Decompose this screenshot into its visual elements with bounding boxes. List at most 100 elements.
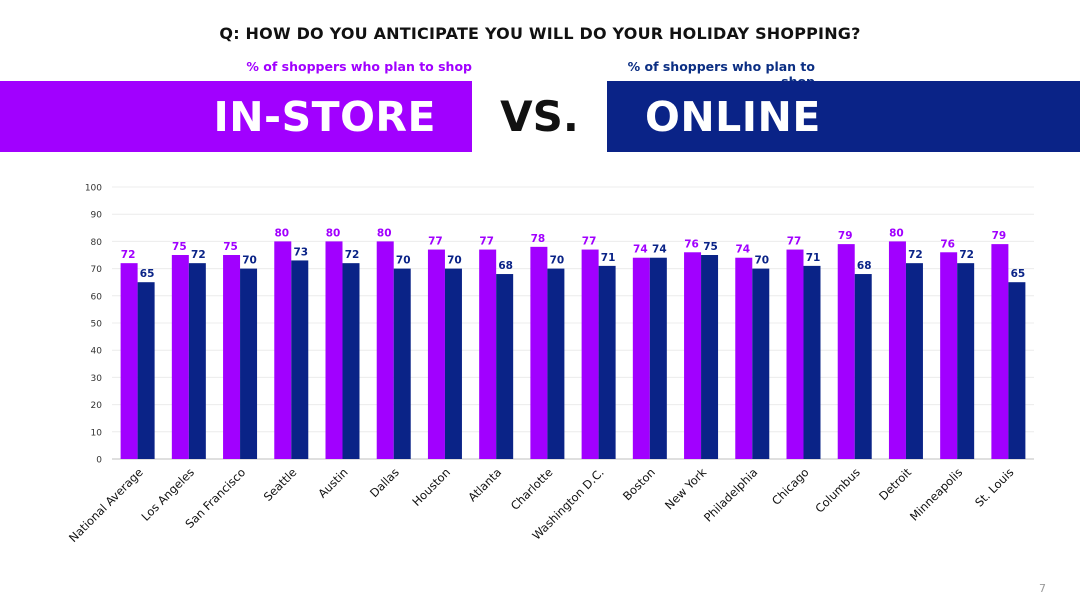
in-store-bar bbox=[223, 255, 241, 459]
online-bar bbox=[240, 268, 258, 459]
in-store-value-label: 76 bbox=[940, 238, 955, 250]
online-bar bbox=[393, 268, 411, 459]
in-store-value-label: 77 bbox=[582, 236, 597, 248]
in-store-value-label: 75 bbox=[172, 241, 187, 253]
in-store-value-label: 77 bbox=[479, 236, 494, 248]
in-store-value-label: 80 bbox=[377, 227, 392, 239]
in-store-bar bbox=[888, 241, 906, 459]
online-bar bbox=[752, 268, 770, 459]
online-bar bbox=[905, 263, 923, 459]
online-value-label: 68 bbox=[498, 260, 513, 272]
y-tick-label: 20 bbox=[91, 401, 103, 411]
online-bar bbox=[803, 265, 821, 459]
in-store-bar bbox=[632, 257, 650, 459]
in-store-bar bbox=[479, 249, 497, 459]
in-store-bar bbox=[325, 241, 343, 459]
online-value-label: 70 bbox=[550, 255, 565, 267]
in-store-value-label: 78 bbox=[531, 233, 546, 245]
in-store-bar bbox=[940, 252, 958, 459]
x-category-label: Philadelphia bbox=[701, 465, 760, 524]
bar-chart: 0 10 20 30 40 50 60 70 80 90 100 72 65 National Avera… bbox=[66, 184, 1034, 545]
online-value-label: 73 bbox=[293, 246, 308, 258]
in-store-value-label: 79 bbox=[838, 230, 853, 242]
in-store-value-label: 75 bbox=[223, 241, 238, 253]
page-number: 7 bbox=[1039, 582, 1046, 595]
online-value-label: 74 bbox=[652, 244, 667, 256]
in-store-bar bbox=[735, 257, 753, 459]
in-store-bar bbox=[120, 263, 138, 459]
online-value-label: 75 bbox=[703, 241, 718, 253]
online-bar bbox=[598, 265, 616, 459]
in-store-banner: IN-STORE bbox=[0, 81, 472, 152]
in-store-title: IN-STORE bbox=[213, 92, 436, 141]
x-category-label: Dallas bbox=[367, 465, 402, 500]
y-tick-label: 100 bbox=[85, 184, 102, 194]
x-category-label: Boston bbox=[620, 465, 658, 503]
in-store-bar bbox=[786, 249, 804, 459]
question-title: Q: HOW DO YOU ANTICIPATE YOU WILL DO YOU… bbox=[219, 24, 861, 43]
in-store-value-label: 77 bbox=[787, 236, 802, 248]
vs-label: VS. bbox=[500, 92, 579, 141]
online-value-label: 70 bbox=[242, 255, 257, 267]
in-store-bar bbox=[530, 246, 548, 459]
y-tick-label: 60 bbox=[91, 292, 103, 302]
in-store-bar bbox=[684, 252, 702, 459]
online-value-label: 72 bbox=[191, 249, 206, 261]
x-category-label: Charlotte bbox=[508, 465, 556, 513]
y-tick-label: 40 bbox=[91, 347, 103, 357]
y-tick-label: 0 bbox=[96, 456, 102, 466]
online-value-label: 71 bbox=[806, 252, 821, 264]
online-bar bbox=[137, 282, 155, 459]
online-bar bbox=[1008, 282, 1026, 459]
online-bar bbox=[291, 260, 309, 459]
x-category-label: St. Louis bbox=[972, 465, 1016, 509]
online-value-label: 68 bbox=[857, 260, 872, 272]
x-category-label: Austin bbox=[315, 465, 350, 500]
in-store-bar bbox=[991, 244, 1009, 459]
y-tick-label: 70 bbox=[91, 265, 103, 275]
in-store-bar bbox=[581, 249, 599, 459]
in-store-bar bbox=[376, 241, 394, 459]
x-category-label: National Average bbox=[66, 465, 146, 545]
online-title: ONLINE bbox=[645, 92, 821, 141]
x-category-label: Seattle bbox=[261, 465, 300, 504]
x-category-label: Columbus bbox=[812, 465, 862, 515]
in-store-value-label: 76 bbox=[684, 238, 699, 250]
in-store-value-label: 77 bbox=[428, 236, 443, 248]
online-value-label: 72 bbox=[908, 249, 923, 261]
online-value-label: 72 bbox=[959, 249, 974, 261]
online-bar bbox=[342, 263, 360, 459]
online-value-label: 65 bbox=[1011, 268, 1026, 280]
online-bar bbox=[547, 268, 565, 459]
online-bar bbox=[854, 274, 872, 459]
x-category-label: Minneapolis bbox=[907, 465, 965, 523]
online-banner: ONLINE bbox=[607, 81, 1080, 152]
online-bar bbox=[188, 263, 206, 459]
in-store-value-label: 72 bbox=[121, 249, 136, 261]
y-tick-label: 10 bbox=[91, 428, 103, 438]
online-value-label: 70 bbox=[447, 255, 462, 267]
y-tick-label: 80 bbox=[91, 238, 103, 248]
in-store-value-label: 80 bbox=[274, 227, 289, 239]
x-category-label: New York bbox=[662, 465, 709, 512]
in-store-bar bbox=[427, 249, 445, 459]
x-category-label: Houston bbox=[409, 465, 453, 509]
y-tick-label: 30 bbox=[91, 374, 103, 384]
in-store-bar bbox=[837, 244, 855, 459]
online-bar bbox=[957, 263, 975, 459]
y-tick-label: 90 bbox=[91, 211, 103, 221]
in-store-value-label: 79 bbox=[992, 230, 1007, 242]
x-category-label: Atlanta bbox=[465, 465, 504, 504]
x-category-label: Chicago bbox=[769, 465, 812, 508]
in-store-value-label: 80 bbox=[326, 227, 341, 239]
online-bar bbox=[496, 274, 514, 459]
online-value-label: 71 bbox=[601, 252, 616, 264]
in-store-bar bbox=[274, 241, 292, 459]
in-store-subtitle: % of shoppers who plan to shop bbox=[246, 59, 472, 74]
in-store-value-label: 74 bbox=[633, 244, 648, 256]
online-bar bbox=[701, 255, 719, 459]
in-store-value-label: 74 bbox=[735, 244, 750, 256]
y-tick-label: 50 bbox=[91, 320, 103, 330]
online-bar bbox=[444, 268, 462, 459]
online-value-label: 65 bbox=[140, 268, 155, 280]
